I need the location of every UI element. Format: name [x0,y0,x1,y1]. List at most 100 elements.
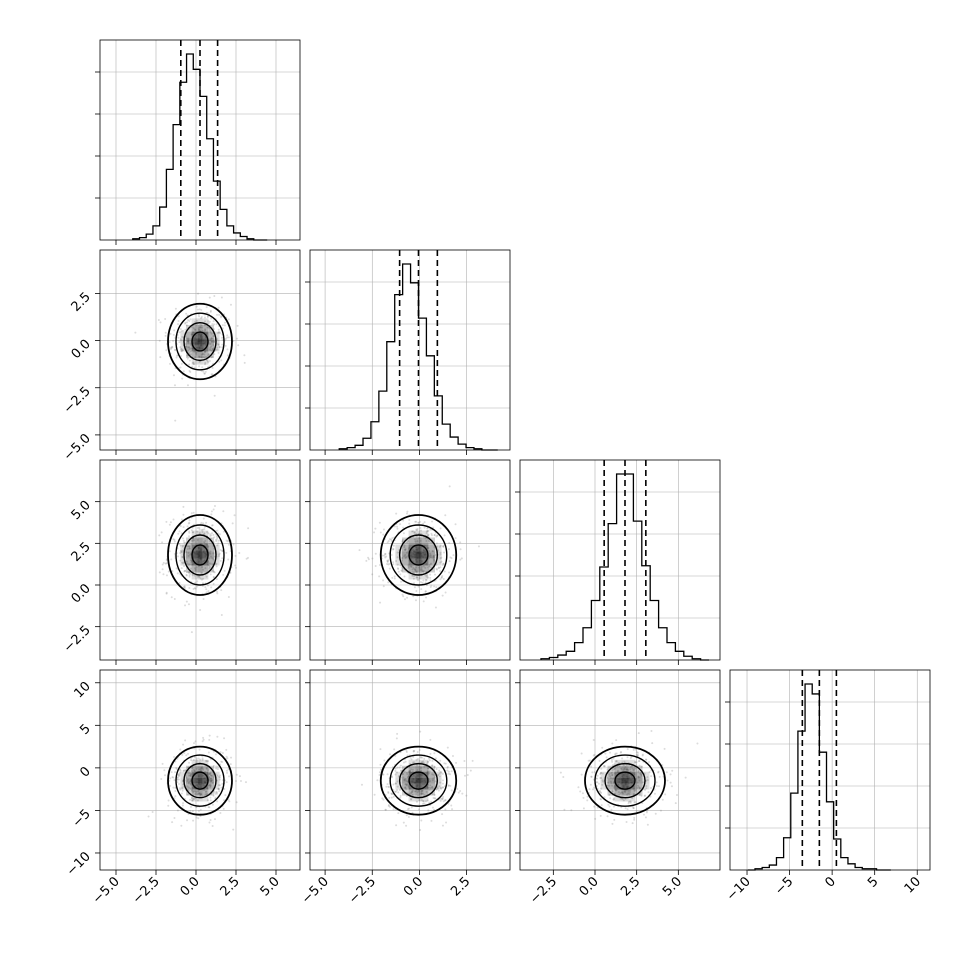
panel-0-3-sample-point [215,791,218,794]
panel-2-3-sample-point [603,765,606,768]
panel-0-1-sample-point [205,306,208,309]
panel-0-3-sample-point [199,794,202,797]
panel-1-3-sample-point [437,789,440,792]
panel-0-1-sample-point [223,324,226,327]
panel-0-2-sample-point [190,558,193,561]
panel-0-2-sample-point [202,577,205,580]
panel-0-2-sample-point [197,565,200,568]
panel-2-3-sample-point [659,809,662,812]
panel-0-1-sample-point [195,351,198,354]
panel-1-3-sample-point [384,808,387,811]
panel-1-2-sample-point [384,552,387,555]
panel-1-3-sample-point [406,783,409,786]
panel-1-3-sample-point [417,758,420,761]
panel-0-2-sample-point [190,631,193,634]
panel-2-3-sample-point [644,816,647,819]
panel-1-3-density-cell [415,759,422,766]
panel-1-3-sample-point [446,766,449,769]
panel-0-3-sample-point [171,821,174,824]
panel-2-3-sample-point [593,786,596,789]
panel-1-3-sample-point [412,755,415,758]
panel-0-2-sample-point [198,528,201,531]
panel-0-1-density-cell [202,325,209,332]
panel-1-3-sample-point [416,764,419,767]
panel-0-2-sample-point [190,512,193,515]
panel-0-1-density-cell [197,358,203,365]
panel-0-2-sample-point [200,521,203,524]
panel-1-3-sample-point [449,784,452,787]
panel-0-1-sample-point [243,354,246,357]
panel-1-3-sample-point [405,794,408,797]
panel-2-3-sample-point [624,797,627,800]
panel-2-3-sample-point [621,791,624,794]
panel-1-3-sample-point [441,772,444,775]
panel-0-1-sample-point [207,353,210,356]
panel-0-3-sample-point [229,763,232,766]
panel-0-1-sample-point [213,323,216,326]
panel-2-3-sample-point [610,782,613,785]
panel-0-2-sample-point [217,542,220,545]
panel-2-3-xtick-label-1: 0.0 [577,874,602,899]
panel-1-2-sample-point [417,521,420,524]
panel-1-2-sample-point [412,575,415,578]
panel-0-1-sample-point [220,316,223,319]
panel-1-3-sample-point [441,824,444,827]
panel-0-1-sample-point [164,331,167,334]
panel-0-2-density-cell [186,551,192,559]
panel-0-3-sample-point [222,807,225,810]
panel-1-3-sample-point [440,797,443,800]
panel-2-3-sample-point [635,810,638,813]
panel-0-1-sample-point [174,348,177,351]
panel-0-3-ytick-label-4: 10 [72,679,94,701]
panel-1-3-sample-point [422,800,425,803]
panel-0-3-sample-point [174,795,177,798]
panel-0-1-sample-point [180,347,183,350]
panel-1-3-sample-point [387,804,390,807]
panel-1-2-sample-point [426,527,429,530]
panel-0-2-sample-point [215,562,218,565]
panel-2-3-sample-point [641,781,644,784]
panel-1-3-sample-point [405,779,408,782]
panel-1-2-sample-point [429,554,432,557]
panel-0-3-sample-point [173,756,176,759]
panel-0-2-sample-point [196,527,199,530]
panel-1-3-sample-point [386,773,389,776]
panel-2-3-sample-point [632,792,635,795]
panel-1-3-sample-point [428,786,431,789]
panel-1-2-sample-point [459,558,462,561]
panel-1-3-sample-point [440,771,443,774]
panel-0-1-sample-point [200,326,203,329]
panel-1-2-sample-point [429,576,432,579]
panel-2-3-sample-point [620,768,623,771]
panel-0-3-sample-point [188,771,191,774]
panel-1-3-sample-point [420,792,423,795]
panel-2-3-sample-point [610,772,613,775]
panel-2-3-sample-point [611,789,614,792]
panel-0-3-sample-point [211,781,214,784]
panel-2-3-sample-point [646,779,649,782]
panel-0-1-sample-point [176,323,179,326]
panel-1-2-sample-point [414,568,417,571]
panel-1-2-density-cell [428,558,435,566]
panel-0-3-density-cell [202,795,209,802]
panel-1-2-sample-point [401,538,404,541]
panel-2-3-sample-point [615,760,618,763]
panel-0-1-sample-point [186,354,189,357]
panel-0-3-density-cell [191,759,198,766]
panel-0-3-sample-point [207,806,210,809]
panel-0-2-sample-point [208,552,211,555]
panel-0-3-sample-point [191,797,194,800]
panel-0-2-sample-point [188,572,191,575]
panel-0-2-sample-point [190,539,193,542]
panel-2-3-sample-point [645,787,648,790]
panel-0-1-sample-point [179,366,182,369]
panel-1-2-density-cell [415,551,422,559]
panel-2-3-sample-point [625,820,628,823]
panel-0-3-sample-point [186,785,189,788]
panel-0-2-sample-point [171,570,174,573]
panel-0-2-sample-point [195,566,198,569]
panel-1-2-sample-point [378,521,381,524]
panel-0-2-sample-point [175,567,178,570]
panel-1-3-sample-point [417,794,420,797]
panel-1-3-sample-point [419,828,422,831]
